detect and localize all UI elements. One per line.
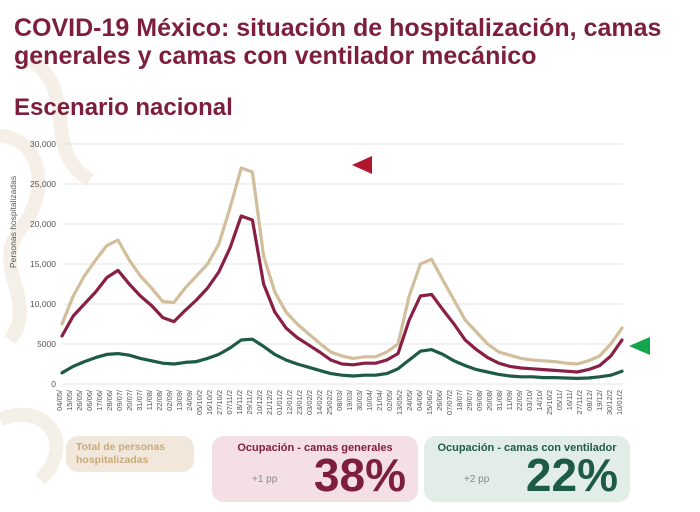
- x-tick-label: 22/09/: [515, 389, 524, 411]
- x-tick-label: 24/05/: [405, 389, 414, 411]
- x-tick-label: 24/09/: [185, 389, 194, 411]
- x-tick-label: 28/06/: [105, 389, 114, 411]
- general-beds-label: Ocupación - camas generales: [237, 442, 393, 454]
- line-chart: 0 5000 10,000 15,000 20,000 25,000 30,000 Pers…: [8, 139, 650, 415]
- x-tick-label: 13/05/2: [395, 390, 404, 415]
- green-marker-icon: [629, 337, 650, 355]
- x-tick-label: 02/05/: [385, 389, 394, 411]
- x-tick-label: 07/07/2: [445, 390, 454, 415]
- general-beds-change: +1 pp: [252, 474, 278, 485]
- x-tick-label: 21/04/: [375, 389, 384, 411]
- ventilator-beds-card: Ocupación - camas con ventilador +2 pp 2…: [424, 436, 630, 502]
- x-tick-label: 09/07/: [115, 389, 124, 411]
- x-tick-label: 08/03/: [335, 389, 344, 411]
- grid-lines: [62, 143, 622, 385]
- x-tick-label: 26/06/: [435, 389, 444, 411]
- x-tick-label: 04/06/: [415, 389, 424, 411]
- x-tick-label: 27/10/2: [215, 390, 224, 415]
- x-tick-label: 10/01/2: [615, 390, 624, 415]
- x-tick-label: 02/09/: [165, 389, 174, 411]
- x-tick-label: 17/06/: [95, 389, 104, 411]
- y-tick-label: 20,000: [30, 219, 56, 229]
- x-tick-label: 19/12/: [595, 389, 604, 411]
- x-tick-label: 03/02/2: [305, 390, 314, 415]
- x-tick-label: 30/03/: [355, 389, 364, 411]
- x-tick-labels: 04/05/15/05/26/05/06/06/17/06/28/06/09/0…: [55, 389, 624, 415]
- y-tick-label: 15,000: [30, 259, 56, 269]
- x-tick-label: 12/01/2: [285, 390, 294, 415]
- x-tick-label: 14/10/: [535, 389, 544, 411]
- y-tick-label: 0: [51, 379, 56, 389]
- general-beds-card: Ocupación - camas generales +1 pp 38%: [212, 436, 418, 502]
- general-beds-value: 38%: [313, 449, 406, 501]
- ventilator-beds-change: +2 pp: [464, 474, 490, 485]
- x-tick-label: 20/07/: [125, 389, 134, 411]
- ventilator-beds-label: Ocupación - camas con ventilador: [437, 442, 617, 454]
- x-tick-label: 23/01/2: [295, 390, 304, 415]
- x-tick-label: 14/02/2: [315, 390, 324, 415]
- x-tick-label: 09/08/: [475, 389, 484, 411]
- x-tick-label: 10/12/2: [255, 390, 264, 415]
- page-title: COVID-19 México: situación de hospitaliz…: [14, 14, 662, 70]
- x-tick-label: 30/12/2: [605, 390, 614, 415]
- x-tick-label: 18/07/: [455, 389, 464, 411]
- x-tick-label: 25/02/2: [325, 390, 334, 415]
- series-lines: [60, 166, 624, 380]
- x-tick-label: 27/11/2: [575, 390, 584, 414]
- y-axis-label: Personas hospitalizadas: [8, 176, 18, 268]
- y-tick-label: 25,000: [30, 179, 56, 189]
- x-tick-label: 29/07/: [465, 389, 474, 411]
- x-tick-label: 01/01/2: [275, 390, 284, 415]
- x-tick-label: 15/06/2: [425, 390, 434, 415]
- x-tick-label: 11/09/: [505, 389, 514, 410]
- x-tick-label: 16/11/: [565, 389, 574, 410]
- x-tick-label: 26/05/: [75, 389, 84, 411]
- x-tick-label: 10/04/: [365, 389, 374, 411]
- x-tick-label: 04/05/: [55, 389, 64, 411]
- x-tick-label: 18/11/2: [235, 390, 244, 414]
- x-tick-label: 21/12/2: [265, 390, 274, 415]
- x-tick-label: 08/12/: [585, 389, 594, 411]
- x-tick-label: 05/11/: [555, 389, 564, 410]
- x-tick-label: 03/10/: [525, 389, 534, 411]
- y-tick-label: 30,000: [30, 139, 56, 149]
- general-beds-line: [60, 214, 624, 374]
- chart-area: 0 5000 10,000 15,000 20,000 25,000 30,000 Pers…: [0, 130, 700, 430]
- ventilator-beds-value: 22%: [525, 449, 618, 501]
- x-tick-label: 06/06/: [85, 389, 94, 411]
- x-tick-label: 19/03/: [345, 389, 354, 411]
- x-tick-label: 31/07/: [135, 389, 144, 411]
- x-tick-label: 15/05/: [65, 389, 74, 411]
- x-tick-label: 16/10/2: [205, 390, 214, 415]
- red-marker-icon: [352, 156, 372, 174]
- x-tick-label: 31/08/: [495, 389, 504, 411]
- x-tick-label: 20/08/: [485, 389, 494, 411]
- ventilator-beds-line: [60, 337, 624, 380]
- x-tick-label: 13/09/: [175, 389, 184, 411]
- x-tick-label: 29/11/2: [245, 390, 254, 414]
- x-tick-label: 22/08/: [155, 389, 164, 411]
- x-tick-label: 11/08/: [145, 389, 154, 410]
- y-tick-labels: 0 5000 10,000 15,000 20,000 25,000 30,000: [30, 139, 56, 389]
- y-tick-label: 5000: [37, 339, 56, 349]
- total-line: [60, 166, 624, 366]
- y-tick-label: 10,000: [30, 299, 56, 309]
- x-tick-label: 05/10/2: [195, 390, 204, 415]
- x-tick-label: 25/10/2: [545, 390, 554, 415]
- legend-total: Total de personas hospitalizadas: [66, 436, 194, 472]
- page-subtitle: Escenario nacional: [14, 94, 233, 121]
- x-tick-label: 07/11/2: [225, 390, 234, 414]
- legend-total-label: Total de personas hospitalizadas: [76, 441, 166, 466]
